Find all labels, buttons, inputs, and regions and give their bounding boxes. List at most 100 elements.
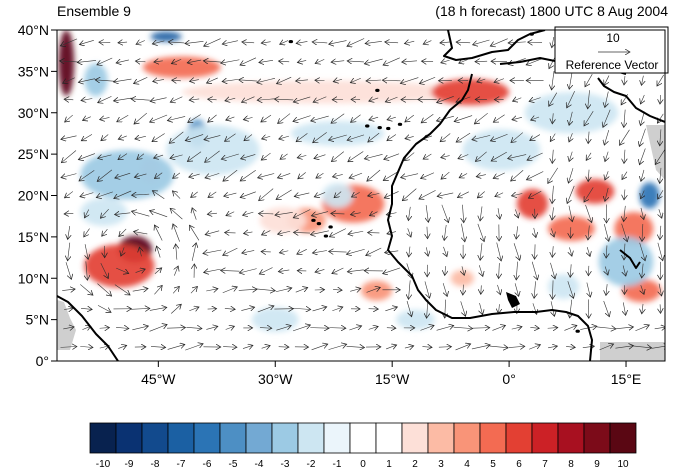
wind-vector-44 bbox=[240, 57, 257, 65]
wind-vector-486 bbox=[241, 307, 254, 310]
wind-vector-173 bbox=[118, 136, 127, 139]
colorbar-box-10 bbox=[349, 422, 377, 454]
wind-vector-538 bbox=[564, 325, 576, 331]
wind-vector-291 bbox=[402, 188, 417, 201]
wind-vector-570 bbox=[529, 345, 540, 350]
wind-vector-86 bbox=[382, 80, 401, 81]
wind-vector-227 bbox=[475, 151, 487, 162]
wind-vector-420 bbox=[278, 270, 290, 272]
wind-vector-132 bbox=[605, 91, 609, 108]
anomaly-region-24 bbox=[322, 183, 354, 208]
colorbar-label-16: 6 bbox=[516, 459, 522, 470]
wind-vector-120 bbox=[385, 96, 398, 102]
wind-vector-213 bbox=[221, 153, 239, 159]
wind-vector-168 bbox=[640, 111, 644, 125]
wind-vector-259 bbox=[441, 171, 450, 179]
wind-vector-233 bbox=[586, 152, 591, 161]
wind-vector-285 bbox=[294, 193, 310, 197]
wind-vector-471 bbox=[587, 282, 591, 298]
wind-vector-359 bbox=[408, 228, 411, 237]
wind-vector-524 bbox=[310, 328, 329, 329]
wind-vector-258 bbox=[421, 172, 435, 179]
wind-vector-342 bbox=[102, 229, 108, 236]
wind-vector-176 bbox=[169, 131, 184, 143]
y-tick-label-7: 5°N bbox=[26, 312, 50, 328]
island-2 bbox=[386, 126, 391, 131]
wind-vector-296 bbox=[495, 193, 504, 197]
wind-vector-129 bbox=[549, 92, 558, 107]
wind-vector-567 bbox=[471, 345, 490, 350]
wind-vector-169 bbox=[657, 113, 664, 123]
wind-vector-523 bbox=[292, 325, 310, 332]
wind-vector-304 bbox=[641, 190, 645, 199]
wind-vector-297 bbox=[511, 193, 523, 195]
y-tick-label-4: 20°N bbox=[18, 188, 49, 204]
wind-vector-453 bbox=[256, 289, 276, 291]
wind-vector-192 bbox=[456, 132, 471, 142]
wind-vector-331 bbox=[515, 209, 518, 218]
colorbar-label-2: -8 bbox=[151, 459, 160, 470]
colorbar-label-14: 4 bbox=[464, 459, 470, 470]
islands bbox=[288, 30, 609, 333]
wind-vector-414 bbox=[174, 266, 178, 276]
colorbar-box-5 bbox=[219, 422, 247, 454]
colorbar-box-4 bbox=[193, 422, 221, 454]
wind-vector-512 bbox=[99, 328, 110, 329]
wind-vector-240 bbox=[97, 169, 113, 182]
wind-vector-431 bbox=[479, 265, 483, 276]
wind-vector-95 bbox=[552, 71, 554, 90]
wind-vector-550 bbox=[167, 344, 185, 350]
wind-vector-14 bbox=[312, 42, 328, 43]
wind-vector-311 bbox=[150, 211, 168, 218]
wind-vector-341 bbox=[84, 228, 90, 237]
anomaly-region-27 bbox=[639, 182, 660, 209]
wind-vector-565 bbox=[438, 347, 452, 348]
island-4 bbox=[323, 234, 329, 238]
wind-vector-37 bbox=[116, 60, 129, 63]
wind-vector-375 bbox=[85, 244, 88, 259]
wind-vector-260 bbox=[459, 173, 468, 177]
island-6 bbox=[328, 225, 333, 229]
wind-vector-435 bbox=[550, 262, 555, 279]
colorbar-box-18 bbox=[557, 422, 585, 454]
wind-vector-156 bbox=[421, 113, 434, 123]
wind-vector-265 bbox=[548, 167, 558, 184]
wind-vector-215 bbox=[261, 152, 271, 160]
wind-vector-6 bbox=[168, 42, 185, 43]
wind-vector-324 bbox=[386, 213, 397, 215]
wind-vector-222 bbox=[384, 153, 400, 160]
wind-vector-416 bbox=[204, 269, 221, 272]
wind-vector-251 bbox=[298, 172, 306, 178]
map-title-right: (18 h forecast) 1800 UTC 8 Aug 2004 bbox=[435, 3, 668, 19]
wind-vector-563 bbox=[404, 346, 414, 348]
wind-vector-354 bbox=[310, 230, 329, 235]
wind-vector-469 bbox=[552, 280, 553, 299]
wind-vector-330 bbox=[498, 208, 500, 219]
wind-vector-405 bbox=[624, 243, 625, 260]
island-8 bbox=[288, 39, 294, 44]
wind-vector-322 bbox=[350, 213, 361, 215]
anomaly-region-21 bbox=[80, 149, 174, 200]
anomaly-region-3 bbox=[142, 56, 221, 78]
wind-vector-352 bbox=[278, 231, 291, 234]
wind-vector-140 bbox=[134, 112, 148, 124]
wind-vector-187 bbox=[368, 132, 380, 142]
wind-vector-545 bbox=[80, 346, 93, 347]
wind-vector-139 bbox=[117, 114, 129, 122]
wind-vector-490 bbox=[312, 307, 327, 312]
wind-vector-519 bbox=[225, 326, 235, 329]
wind-vector-309 bbox=[115, 213, 131, 215]
wind-vector-248 bbox=[240, 169, 256, 181]
colorbar-label-18: 8 bbox=[568, 459, 574, 470]
wind-vector-255 bbox=[367, 169, 381, 181]
anomaly-region-23 bbox=[290, 121, 385, 146]
wind-vector-141 bbox=[150, 114, 168, 122]
wind-vector-307 bbox=[85, 209, 89, 217]
wind-vector-549 bbox=[150, 346, 166, 347]
wind-vector-79 bbox=[257, 77, 276, 82]
wind-vector-481 bbox=[149, 307, 167, 310]
wind-vector-446 bbox=[132, 288, 148, 291]
anomaly-region-16 bbox=[450, 269, 475, 287]
land-mask-southeast bbox=[600, 342, 665, 361]
wind-vector-277 bbox=[152, 191, 165, 199]
